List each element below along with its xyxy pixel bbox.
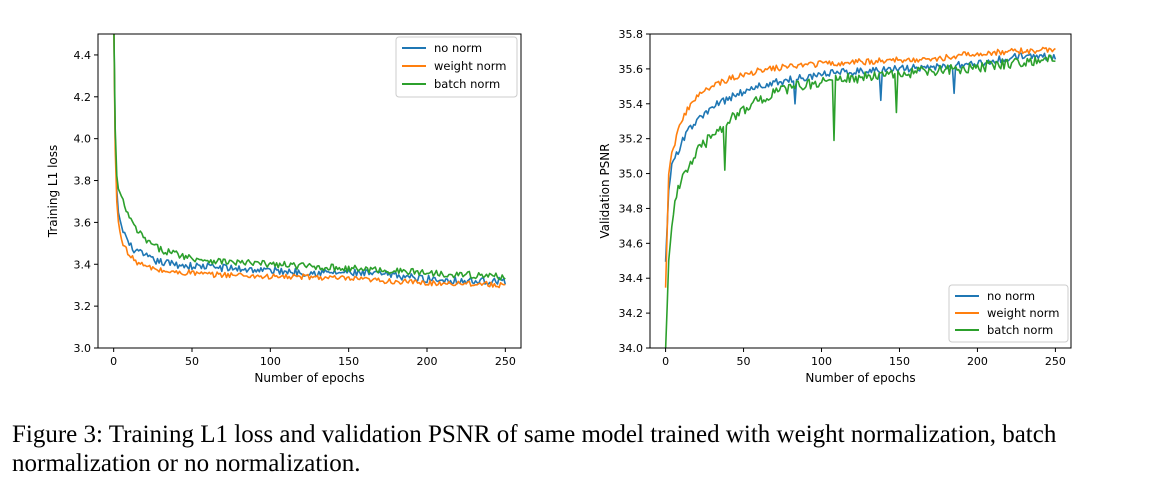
series-line-weight-norm bbox=[113, 34, 506, 289]
x-tick-label: 100 bbox=[811, 355, 832, 368]
legend: no norm weight norm batch norm bbox=[395, 36, 518, 98]
x-tick-label: 250 bbox=[1045, 355, 1066, 368]
x-tick-label: 100 bbox=[260, 355, 281, 368]
x-tick-label: 200 bbox=[417, 355, 438, 368]
y-tick-label: 34.4 bbox=[619, 272, 644, 285]
x-tick-label: 0 bbox=[662, 355, 669, 368]
series-line-batch-norm bbox=[113, 34, 506, 281]
x-tick-label: 150 bbox=[889, 355, 910, 368]
y-tick-label: 3.6 bbox=[74, 216, 92, 229]
y-tick-label: 34.8 bbox=[619, 202, 644, 215]
series-line-no-norm bbox=[113, 34, 507, 286]
y-tick-label: 4.4 bbox=[74, 49, 92, 62]
x-tick-label: 250 bbox=[495, 355, 516, 368]
y-axis-label: Validation PSNR bbox=[598, 143, 612, 238]
legend-label: weight norm bbox=[434, 59, 506, 73]
y-tick-label: 35.4 bbox=[619, 98, 644, 111]
figure: 0 50 100 150 200 250 3.0 3.2 3.4 3.6 3.8 4.0 4.2 4.4 N… bbox=[46, 28, 1072, 385]
y-tick-label: 35.8 bbox=[619, 28, 644, 41]
x-axis-label: Number of epochs bbox=[805, 371, 915, 385]
y-tick-label: 35.0 bbox=[619, 168, 644, 181]
y-tick-label: 34.2 bbox=[619, 307, 644, 320]
x-tick-label: 50 bbox=[185, 355, 199, 368]
caption-label: Figure 3: bbox=[12, 421, 103, 448]
y-tick-label: 4.2 bbox=[74, 91, 92, 104]
x-tick-label: 150 bbox=[338, 355, 359, 368]
y-tick-label: 35.2 bbox=[619, 133, 644, 146]
figure-caption: Figure 3: Training L1 loss and validatio… bbox=[12, 420, 1162, 478]
legend-label: batch norm bbox=[987, 323, 1053, 337]
plot-area bbox=[113, 34, 507, 289]
x-tick-label: 50 bbox=[737, 355, 751, 368]
series-line-batch-norm bbox=[664, 54, 1056, 348]
legend-label: weight norm bbox=[987, 306, 1059, 320]
y-tick-label: 3.2 bbox=[74, 300, 92, 313]
caption-text: Training L1 loss and validation PSNR of … bbox=[12, 421, 1057, 477]
y-tick-label: 3.4 bbox=[74, 258, 92, 271]
axes-frame bbox=[97, 33, 522, 349]
legend: no norm weight norm batch norm bbox=[948, 284, 1069, 343]
axes-frame bbox=[649, 33, 1072, 349]
y-tick-label: 34.0 bbox=[619, 342, 644, 355]
series-line-no-norm bbox=[664, 52, 1057, 262]
legend-label: no norm bbox=[434, 41, 482, 55]
y-tick-label: 4.0 bbox=[74, 133, 92, 146]
x-tick-label: 200 bbox=[967, 355, 988, 368]
chart-2: 0 50 100 150 200 250 34.0 34.2 34.4 34.6 34.8 35.0 3… bbox=[598, 28, 1072, 385]
legend-box bbox=[948, 284, 1069, 343]
x-tick-label: 0 bbox=[110, 355, 117, 368]
legend-box bbox=[395, 36, 518, 98]
y-tick-label: 35.6 bbox=[619, 63, 644, 76]
series-line-weight-norm bbox=[664, 46, 1056, 288]
x-axis-label: Number of epochs bbox=[254, 371, 364, 385]
y-tick-label: 3.8 bbox=[74, 175, 92, 188]
y-tick-label: 34.6 bbox=[619, 237, 644, 250]
y-axis-label: Training L1 loss bbox=[46, 145, 60, 238]
y-tick-label: 3.0 bbox=[74, 342, 92, 355]
legend-label: batch norm bbox=[434, 77, 500, 91]
legend-label: no norm bbox=[987, 289, 1035, 303]
chart-1: 0 50 100 150 200 250 3.0 3.2 3.4 3.6 3.8 4.0 4.2 4.4 N… bbox=[46, 33, 522, 385]
plot-area bbox=[664, 46, 1057, 348]
